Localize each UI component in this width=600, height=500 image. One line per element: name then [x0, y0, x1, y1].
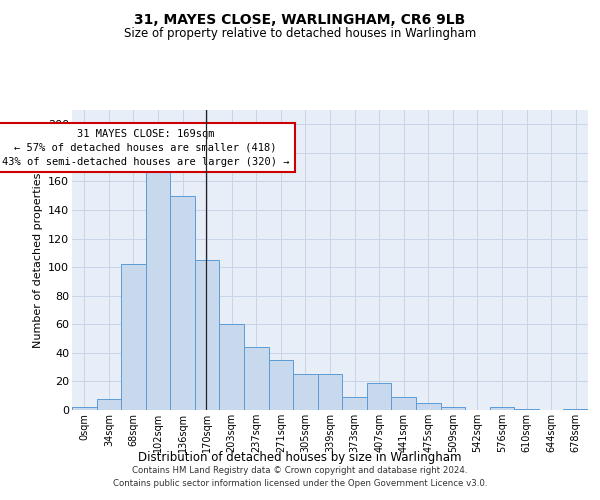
Text: Contains HM Land Registry data © Crown copyright and database right 2024.
Contai: Contains HM Land Registry data © Crown c…: [113, 466, 487, 487]
Bar: [318, 374, 342, 410]
Bar: [293, 374, 318, 410]
Bar: [563, 408, 588, 410]
Y-axis label: Number of detached properties: Number of detached properties: [32, 172, 43, 348]
Text: Distribution of detached houses by size in Warlingham: Distribution of detached houses by size …: [138, 451, 462, 464]
Bar: [514, 408, 539, 410]
Bar: [170, 196, 195, 410]
Bar: [72, 407, 97, 410]
Bar: [416, 403, 440, 410]
Bar: [367, 383, 391, 410]
Bar: [244, 347, 269, 410]
Bar: [121, 264, 146, 410]
Bar: [97, 398, 121, 410]
Bar: [220, 324, 244, 410]
Bar: [146, 170, 170, 410]
Bar: [490, 407, 514, 410]
Bar: [195, 260, 220, 410]
Bar: [269, 360, 293, 410]
Bar: [342, 397, 367, 410]
Bar: [391, 397, 416, 410]
Bar: [440, 407, 465, 410]
Text: 31, MAYES CLOSE, WARLINGHAM, CR6 9LB: 31, MAYES CLOSE, WARLINGHAM, CR6 9LB: [134, 12, 466, 26]
Text: Size of property relative to detached houses in Warlingham: Size of property relative to detached ho…: [124, 28, 476, 40]
Text: 31 MAYES CLOSE: 169sqm
← 57% of detached houses are smaller (418)
43% of semi-de: 31 MAYES CLOSE: 169sqm ← 57% of detached…: [2, 128, 289, 166]
